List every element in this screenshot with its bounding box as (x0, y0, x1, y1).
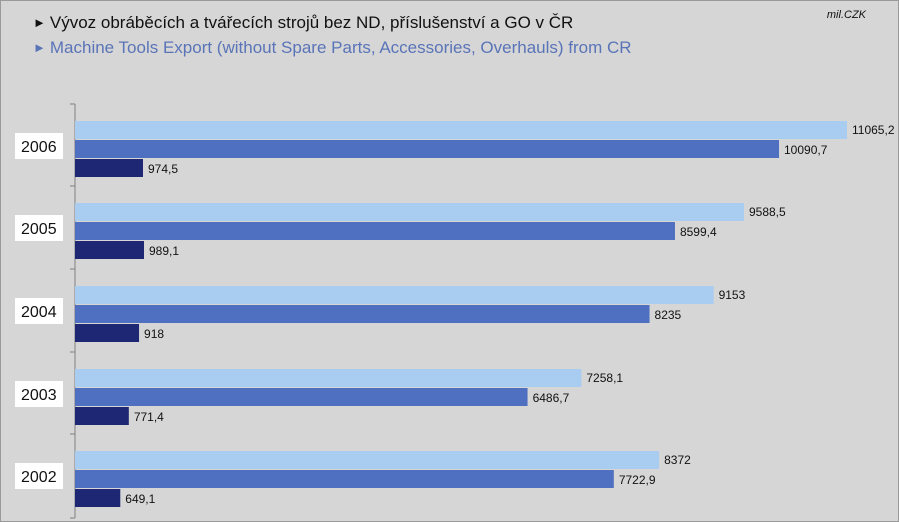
chart-title: ► Vývoz obráběcích a tvářecích strojů bez… (33, 13, 573, 33)
year-label-box (15, 215, 63, 241)
triangle-bullet-icon: ► (33, 15, 46, 30)
bar (75, 121, 847, 139)
data-label: 9588,5 (749, 205, 786, 219)
bar (75, 286, 714, 304)
data-label: 10090,7 (784, 143, 828, 157)
bar (75, 241, 145, 259)
category-label: 2004 (21, 304, 57, 321)
bar (75, 407, 129, 425)
data-label: 989,1 (149, 244, 179, 258)
category-label: 2003 (21, 387, 57, 404)
chart-subtitle: ► Machine Tools Export (without Spare Par… (33, 38, 632, 58)
bar (75, 369, 582, 387)
data-label: 7258,1 (586, 371, 623, 385)
unit-label: mil.CZK (826, 9, 866, 21)
data-label: 8599,4 (680, 225, 717, 239)
data-label: 8235 (655, 308, 682, 322)
bar (75, 470, 614, 488)
year-label-box (15, 298, 63, 324)
chart-title-text: Vývoz obráběcích a tvářecích strojů bez … (49, 13, 574, 32)
data-label: 8372 (664, 453, 691, 467)
bar (75, 489, 121, 507)
bar (75, 451, 660, 469)
data-label: 9153 (719, 288, 746, 302)
triangle-bullet-icon: ► (33, 40, 46, 55)
bar (75, 388, 528, 406)
bar (75, 140, 780, 158)
category-label: 2002 (21, 469, 57, 486)
bar (75, 305, 650, 323)
category-label: 2006 (21, 139, 57, 156)
data-label: 6486,7 (533, 391, 570, 405)
bar (75, 203, 744, 221)
year-label-box (15, 133, 63, 159)
year-label-box (15, 463, 63, 489)
data-label: 7722,9 (619, 473, 656, 487)
bar (75, 159, 143, 177)
data-label: 918 (144, 327, 164, 341)
data-label: 771,4 (134, 410, 164, 424)
bar (75, 222, 675, 240)
data-label: 11065,2 (852, 123, 895, 137)
year-label-box (15, 381, 63, 407)
bar (75, 324, 140, 342)
data-label: 974,5 (148, 162, 178, 176)
chart-subtitle-text: Machine Tools Export (without Spare Part… (49, 38, 632, 57)
data-label: 649,1 (125, 492, 155, 506)
category-label: 2005 (21, 221, 57, 238)
